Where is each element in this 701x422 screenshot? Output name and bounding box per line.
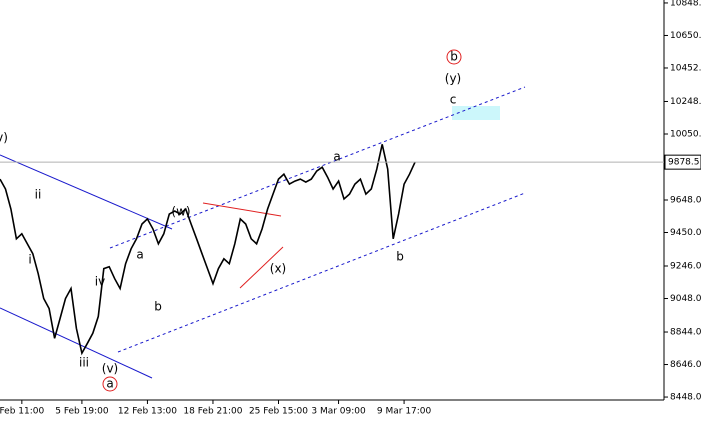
wave-label: a [106, 377, 113, 391]
y-tick-label: 8646.0 [670, 360, 701, 370]
wave-label: iv [95, 275, 105, 289]
x-tick-label: Feb 11:00 [0, 407, 44, 417]
triangle-line [202, 202, 282, 217]
triangle-line [239, 246, 284, 289]
y-tick-label: 9246.0 [670, 262, 701, 272]
x-tick-label: 3 Mar 09:00 [311, 407, 366, 417]
wave-label: b [396, 250, 404, 264]
y-tick-label: 9450.0 [670, 228, 701, 238]
wave-label: b [450, 50, 458, 64]
y-tick-label: 9648.0 [670, 196, 701, 206]
wave-label: (x) [270, 262, 286, 276]
wave-label: a [136, 248, 143, 262]
wave-label: (y) [445, 72, 461, 86]
x-tick-label: 25 Feb 15:00 [249, 407, 308, 417]
y-tick-label: 10650.0 [670, 31, 701, 41]
y-tick-label: 8448.0 [670, 393, 701, 403]
y-tick-label: 9048.0 [670, 294, 701, 304]
wave-label: iii [79, 356, 89, 370]
x-tick-label: 9 Mar 17:00 [377, 407, 432, 417]
x-tick-label: 12 Feb 13:00 [118, 407, 177, 417]
target-zone [452, 106, 500, 120]
wave-label: (w) [171, 205, 190, 219]
x-tick-label: 18 Feb 21:00 [183, 407, 242, 417]
price-line [0, 144, 416, 356]
wave-circle [102, 376, 118, 392]
y-tick-label: 10248.0 [670, 97, 701, 107]
y-tick-label: 10848.0 [670, 0, 701, 8]
wave-label: b [154, 300, 162, 314]
wave-label: (v) [102, 362, 118, 376]
x-tick-label: 5 Feb 19:00 [55, 407, 109, 417]
y-tick-label: 10452.0 [670, 63, 701, 73]
wave-label: c [450, 93, 457, 107]
y-tick-label: 8844.0 [670, 328, 701, 338]
wave-label: i [28, 253, 31, 267]
wave-label: a [333, 150, 340, 164]
last-price-box [664, 154, 701, 170]
wave-label: ii [35, 188, 42, 202]
wave-circle [446, 49, 462, 65]
channel-line [117, 192, 526, 353]
y-tick-label: 10050.0 [670, 129, 701, 139]
channel-line [0, 307, 153, 379]
wave-label: v) [0, 131, 8, 145]
channel-line [0, 154, 173, 230]
channel-line [109, 86, 526, 249]
last-price-label: 9878.5 [668, 158, 700, 168]
